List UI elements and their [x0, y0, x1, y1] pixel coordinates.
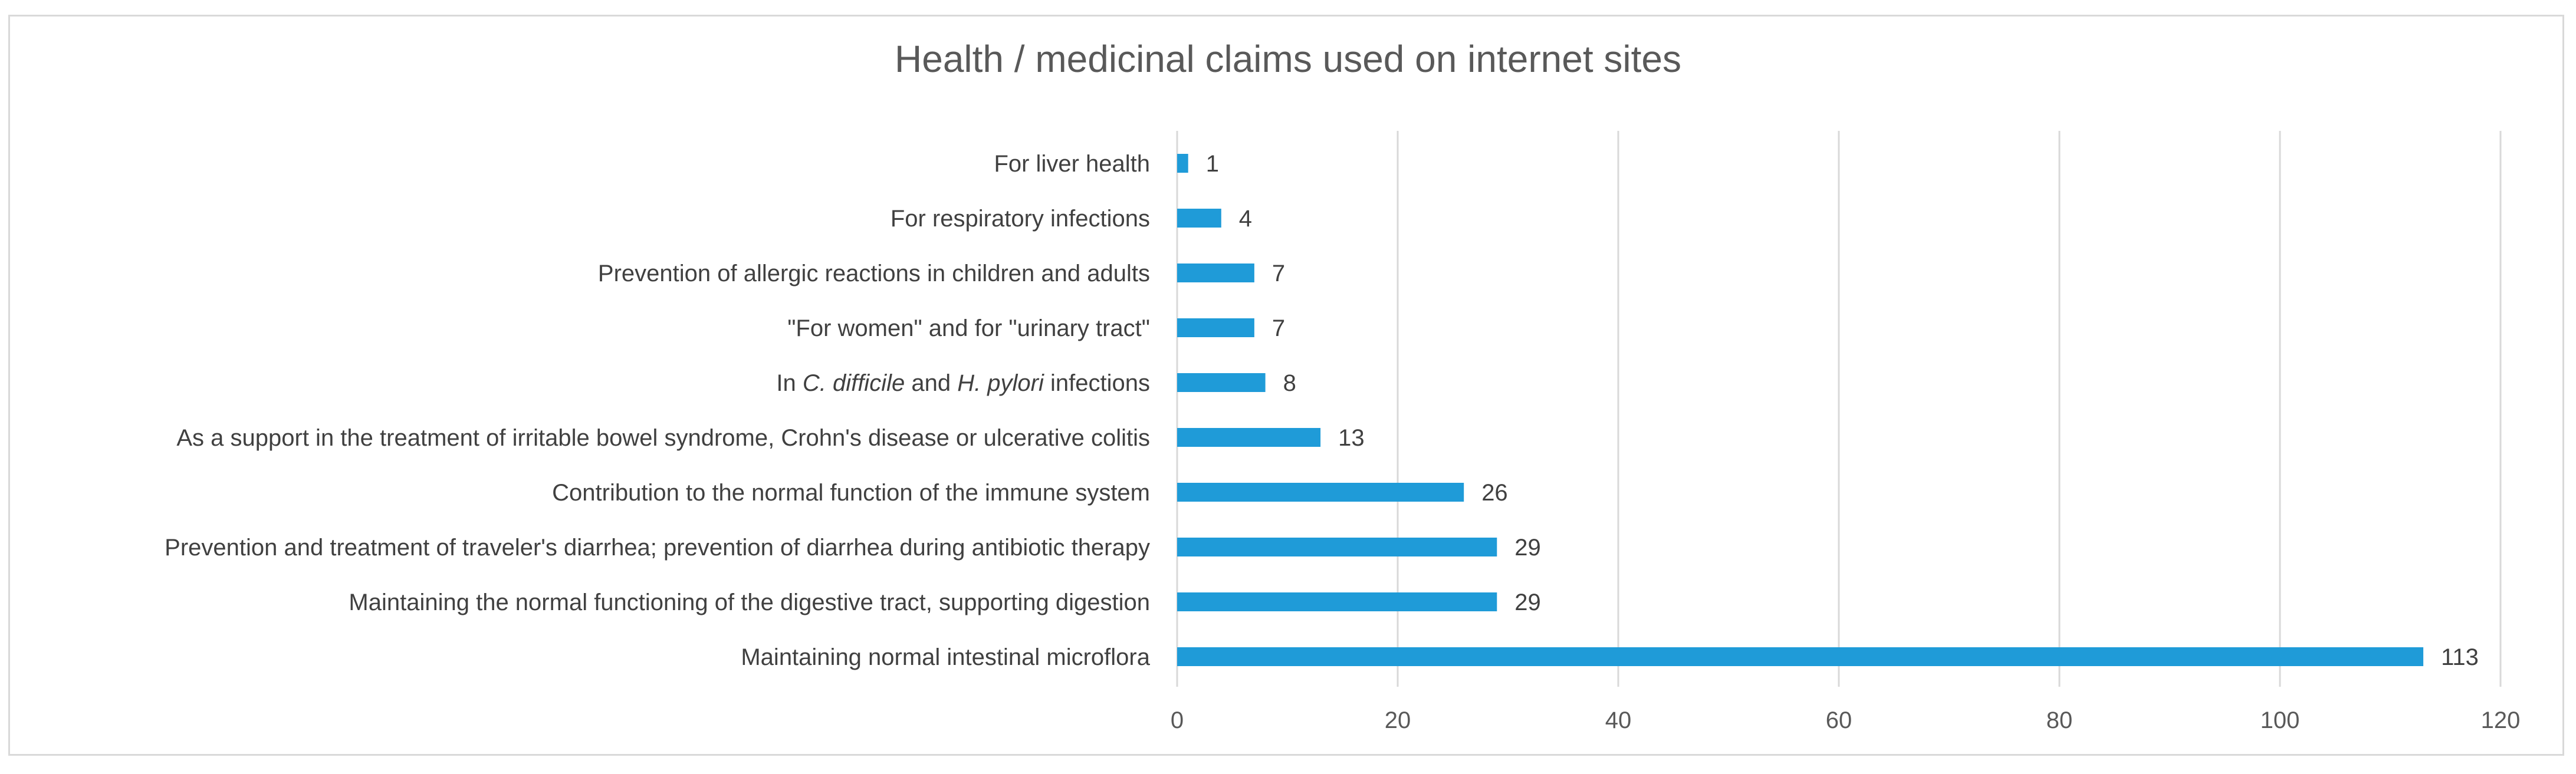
x-tick-label-20: 20: [1385, 707, 1411, 733]
value-label-2: 7: [1272, 261, 1285, 286]
x-tick-label-0: 0: [1171, 707, 1184, 733]
bars: [1177, 154, 2424, 666]
category-label-9: Maintaining normal intestinal microflora: [741, 644, 1150, 670]
value-label-4: 8: [1283, 370, 1296, 396]
category-label-1: For respiratory infections: [891, 206, 1150, 232]
value-label-7: 29: [1514, 535, 1541, 561]
value-label-3: 7: [1272, 315, 1285, 341]
bar-3: [1177, 318, 1254, 337]
value-label-5: 13: [1338, 425, 1365, 451]
value-label-1: 4: [1239, 206, 1252, 232]
category-label-part: infections: [1044, 370, 1150, 396]
category-label-5: As a support in the treatment of irritab…: [176, 425, 1150, 451]
value-label-8: 29: [1514, 589, 1541, 615]
category-label-0: For liver health: [994, 151, 1150, 177]
value-label-0: 1: [1206, 151, 1219, 177]
bar-1: [1177, 209, 1221, 228]
bar-8: [1177, 592, 1497, 611]
bar-5: [1177, 428, 1321, 447]
category-label-part: and: [905, 370, 957, 396]
value-label-6: 26: [1481, 480, 1508, 506]
bar-9: [1177, 647, 2424, 666]
bar-6: [1177, 483, 1464, 502]
bar-2: [1177, 264, 1254, 282]
category-labels: For liver health For respiratory infectio…: [165, 151, 1151, 670]
bar-4: [1177, 373, 1266, 392]
chart-title: Health / medicinal claims used on intern…: [895, 38, 1681, 80]
category-label-6: Contribution to the normal function of t…: [552, 480, 1150, 506]
bar-7: [1177, 538, 1497, 556]
category-label-part: H. pylori: [957, 370, 1044, 396]
x-tick-label-80: 80: [2046, 707, 2073, 733]
category-label-part: In: [776, 370, 802, 396]
x-tick-label-40: 40: [1605, 707, 1632, 733]
category-label-3: "For women" and for "urinary tract": [787, 315, 1150, 341]
x-tick-labels: 0 20 40 60 80 100 120: [1171, 707, 2521, 733]
category-label-8: Maintaining the normal functioning of th…: [349, 589, 1150, 615]
bar-0: [1177, 154, 1188, 173]
x-tick-label-100: 100: [2260, 707, 2300, 733]
category-label-4: In C. difficile and H. pylori infections: [776, 370, 1150, 396]
chart-frame: [8, 15, 2564, 756]
value-labels: 1 4 7 7 8 13 26 29 29 113: [1206, 151, 2479, 670]
value-label-9: 113: [2441, 644, 2479, 670]
category-label-part: C. difficile: [803, 370, 905, 396]
gridlines: [1397, 131, 2502, 687]
category-label-2: Prevention of allergic reactions in chil…: [598, 261, 1150, 286]
category-label-7: Prevention and treatment of traveler's d…: [165, 535, 1150, 561]
x-tick-label-60: 60: [1826, 707, 1852, 733]
x-tick-label-120: 120: [2481, 707, 2521, 733]
